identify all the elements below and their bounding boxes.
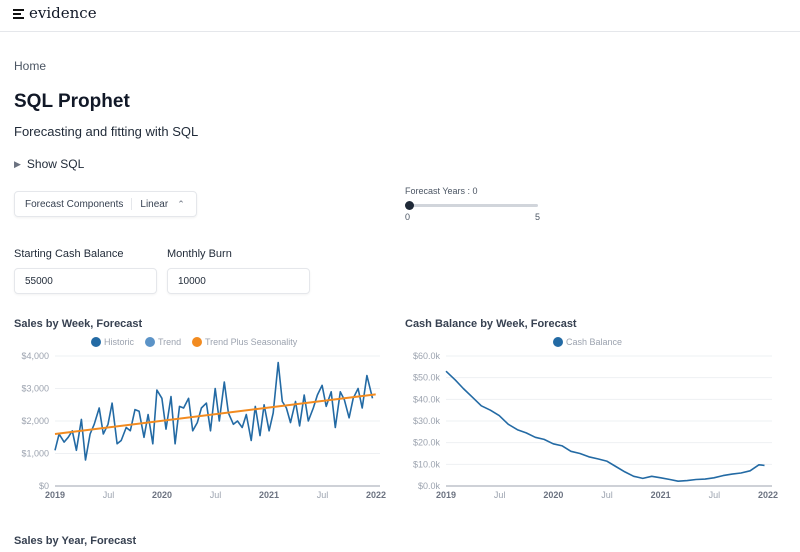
series-line-trend-plus-seasonality xyxy=(54,393,376,435)
dropdown-label: Forecast Components xyxy=(25,198,124,210)
x-tick-label: Jul xyxy=(103,490,115,500)
x-tick-label: 2022 xyxy=(758,490,778,500)
y-tick-label: $0.0k xyxy=(418,481,441,491)
slider-label: Forecast Years : 0 xyxy=(405,186,478,196)
y-tick-label: $50.0k xyxy=(413,373,441,383)
legend-marker xyxy=(91,337,101,347)
show-sql-toggle[interactable]: ▶ Show SQL xyxy=(14,157,84,171)
y-tick-label: $20.0k xyxy=(413,438,441,448)
monthly-burn-label: Monthly Burn xyxy=(167,248,232,260)
x-tick-label: Jul xyxy=(210,490,222,500)
x-tick-label: 2019 xyxy=(436,490,456,500)
y-tick-label: $40.0k xyxy=(413,394,441,404)
logo-icon xyxy=(13,8,24,19)
x-tick-label: 2022 xyxy=(366,490,386,500)
legend-marker xyxy=(553,337,563,347)
logo[interactable]: evidence xyxy=(13,4,97,22)
page-subtitle: Forecasting and fitting with SQL xyxy=(14,124,199,139)
x-tick-label: Jul xyxy=(601,490,613,500)
x-tick-label: Jul xyxy=(317,490,329,500)
x-tick-label: 2020 xyxy=(152,490,172,500)
starting-cash-input[interactable]: 55000 xyxy=(14,268,157,294)
breadcrumb-home[interactable]: Home xyxy=(14,59,47,73)
legend-marker xyxy=(145,337,155,347)
legend-label: Cash Balance xyxy=(566,337,622,347)
legend-label: Historic xyxy=(104,337,135,347)
slider-handle[interactable] xyxy=(405,201,414,210)
top-bar: evidence xyxy=(0,0,800,32)
chevron-updown-icon: ⌃ xyxy=(177,198,185,209)
legend-marker xyxy=(192,337,202,347)
forecast-years-slider[interactable] xyxy=(405,201,538,210)
x-tick-label: 2021 xyxy=(259,490,279,500)
triangle-right-icon: ▶ xyxy=(14,158,21,169)
y-tick-label: $30.0k xyxy=(413,416,441,426)
starting-cash-label: Starting Cash Balance xyxy=(14,248,124,260)
slider-max: 5 xyxy=(535,212,541,222)
show-sql-label: Show SQL xyxy=(26,157,85,171)
x-tick-label: 2019 xyxy=(45,490,65,500)
slider-min: 0 xyxy=(405,212,411,222)
y-tick-label: $0 xyxy=(39,481,49,491)
series-line-cash-balance xyxy=(445,370,765,483)
monthly-burn-input[interactable]: 10000 xyxy=(167,268,310,294)
y-tick-label: $4,000 xyxy=(21,351,49,361)
y-tick-label: $60.0k xyxy=(413,351,441,361)
x-tick-label: Jul xyxy=(494,490,506,500)
y-tick-label: $2,000 xyxy=(21,416,49,426)
legend-label: Trend Plus Seasonality xyxy=(205,337,298,347)
y-tick-label: $10.0k xyxy=(413,459,441,469)
x-tick-label: Jul xyxy=(709,490,721,500)
dropdown-value: Linear xyxy=(140,198,169,210)
sales-chart-title: Sales by Week, Forecast xyxy=(14,318,143,330)
y-tick-label: $1,000 xyxy=(21,449,49,459)
page-title: SQL Prophet xyxy=(14,91,130,112)
x-tick-label: 2020 xyxy=(543,490,563,500)
legend-label: Trend xyxy=(158,337,181,347)
x-tick-label: 2021 xyxy=(651,490,671,500)
forecast-components-dropdown[interactable]: Forecast Components Linear ⌃ xyxy=(14,191,197,217)
sales-by-year-title: Sales by Year, Forecast xyxy=(14,535,137,547)
y-tick-label: $3,000 xyxy=(21,384,49,394)
series-line-historic xyxy=(54,361,374,461)
cash-chart-title: Cash Balance by Week, Forecast xyxy=(405,318,577,330)
logo-text: evidence xyxy=(29,4,97,22)
